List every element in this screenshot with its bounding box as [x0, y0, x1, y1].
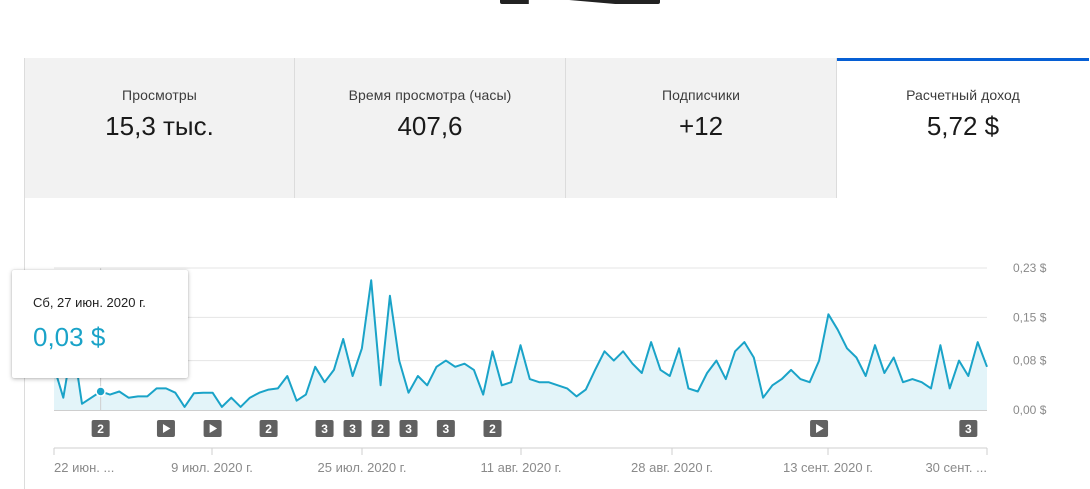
marker-badge[interactable]: 3 — [315, 420, 334, 437]
tab-revenue-label: Расчетный доход — [906, 87, 1020, 103]
tab-watch-time[interactable]: Время просмотра (часы) 407,6 — [295, 58, 566, 198]
x-tick-label: 28 авг. 2020 г. — [631, 460, 713, 475]
marker-badge[interactable]: 2 — [91, 420, 110, 437]
highlight-point — [95, 386, 106, 397]
x-tick-label: 11 авг. 2020 г. — [481, 460, 562, 475]
marker-badge[interactable]: 3 — [399, 420, 418, 437]
tab-views-label: Просмотры — [122, 87, 197, 103]
play-icon — [816, 424, 824, 433]
marker-count: 3 — [349, 422, 356, 436]
y-tick-label: 0,15 $ — [1013, 310, 1047, 324]
marker-badge[interactable]: 3 — [436, 420, 455, 437]
marker-bg — [315, 420, 334, 437]
tab-subscribers-label: Подписчики — [661, 87, 740, 103]
marker-count: 2 — [489, 422, 496, 436]
x-tick-label: 22 июн. ... — [54, 460, 114, 475]
tab-views[interactable]: Просмотры 15,3 тыс. — [24, 58, 295, 198]
tab-subscribers[interactable]: Подписчики +12 — [566, 58, 837, 198]
marker-badge[interactable]: 3 — [343, 420, 362, 437]
marker-badge[interactable]: 2 — [483, 420, 502, 437]
marker-count: 2 — [97, 422, 104, 436]
tab-watch-time-value: 407,6 — [397, 111, 463, 141]
marker-count: 3 — [405, 422, 412, 436]
play-icon — [209, 424, 218, 433]
marker-bg — [371, 420, 390, 437]
tab-revenue[interactable]: Расчетный доход 5,72 $ — [837, 58, 1089, 198]
x-tick-label: 13 сент. 2020 г. — [783, 460, 873, 475]
marker-bg — [483, 420, 502, 437]
play-icon — [162, 424, 171, 433]
y-tick-label: 0,23 $ — [1013, 261, 1047, 275]
x-tick-label: 9 июл. 2020 г. — [171, 460, 253, 475]
marker-count: 3 — [965, 422, 972, 436]
marker-bg — [343, 420, 362, 437]
marker-count: 2 — [377, 422, 384, 436]
y-tick-label: 0,00 $ — [1013, 403, 1047, 417]
marker-play-icon[interactable] — [156, 420, 175, 437]
marker-play-icon[interactable] — [203, 420, 222, 437]
tooltip-value: 0,03 $ — [33, 322, 106, 352]
cutoff-title — [500, 0, 700, 6]
x-tick-label: 30 сент. ... — [925, 460, 987, 475]
tab-views-value: 15,3 тыс. — [105, 111, 214, 141]
marker-badge[interactable]: 2 — [259, 420, 278, 437]
tab-revenue-value: 5,72 $ — [926, 111, 1000, 141]
marker-play-icon[interactable] — [810, 420, 829, 437]
x-tick-label: 25 июл. 2020 г. — [318, 460, 407, 475]
marker-count: 2 — [265, 422, 272, 436]
chart-tooltip: Сб, 27 июн. 2020 г. 0,03 $ — [12, 270, 188, 378]
y-tick-label: 0,08 $ — [1013, 354, 1047, 368]
marker-badge[interactable]: 2 — [371, 420, 390, 437]
marker-bg — [399, 420, 418, 437]
marker-count: 3 — [321, 422, 328, 436]
tab-watch-time-label: Время просмотра (часы) — [348, 87, 512, 103]
series-line — [53, 279, 988, 408]
tab-subscribers-value: +12 — [678, 111, 724, 141]
marker-bg — [436, 420, 455, 437]
marker-badge[interactable]: 3 — [959, 420, 978, 437]
marker-bg — [91, 420, 110, 437]
metric-tabs: Просмотры 15,3 тыс. Время просмотра (час… — [24, 58, 1090, 198]
tooltip-date: Сб, 27 июн. 2020 г. — [33, 295, 146, 310]
marker-count: 3 — [443, 422, 450, 436]
marker-bg — [959, 420, 978, 437]
marker-bg — [259, 420, 278, 437]
